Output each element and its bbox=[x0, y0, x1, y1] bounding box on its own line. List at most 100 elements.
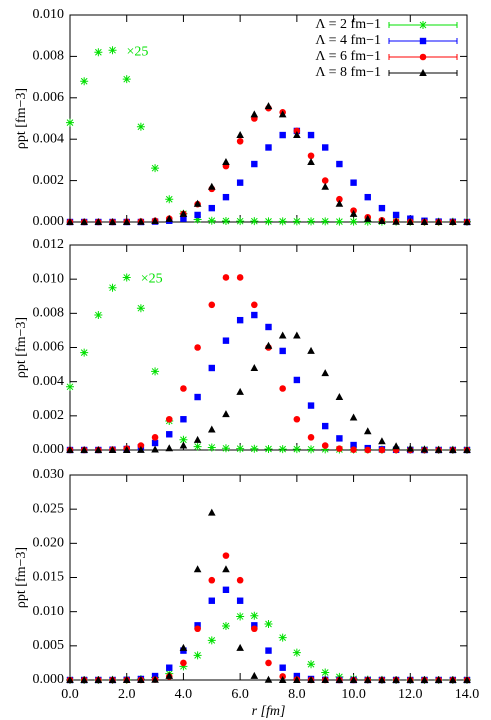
data-point bbox=[207, 636, 216, 645]
data-point bbox=[222, 565, 230, 573]
data-point bbox=[307, 152, 315, 160]
x-tick-label: 12.0 bbox=[398, 687, 423, 702]
data-point bbox=[166, 431, 173, 438]
data-point bbox=[406, 444, 415, 452]
data-point bbox=[136, 122, 145, 131]
data-point bbox=[207, 508, 216, 516]
data-point bbox=[179, 643, 188, 651]
data-point bbox=[236, 576, 244, 584]
y-tick-label: 0.006 bbox=[33, 90, 65, 105]
data-point bbox=[122, 273, 131, 282]
data-point bbox=[264, 102, 273, 110]
data-point bbox=[250, 217, 259, 226]
data-point bbox=[349, 676, 358, 683]
data-point bbox=[278, 676, 287, 683]
data-point bbox=[207, 182, 216, 190]
data-point bbox=[278, 445, 287, 454]
data-point bbox=[378, 204, 386, 212]
data-point bbox=[378, 216, 386, 224]
data-point bbox=[292, 648, 301, 657]
data-point bbox=[221, 216, 230, 225]
x-tick-label: 14.0 bbox=[455, 687, 480, 702]
data-point bbox=[264, 619, 273, 628]
data-point bbox=[151, 434, 159, 441]
data-point bbox=[66, 446, 74, 453]
data-point bbox=[108, 446, 117, 453]
y-axis-label: ρpt [fm−3] bbox=[14, 88, 29, 149]
legend-marker bbox=[419, 53, 427, 61]
data-point bbox=[250, 110, 259, 118]
data-point bbox=[279, 385, 286, 392]
data-point bbox=[335, 217, 344, 226]
data-point bbox=[236, 597, 244, 604]
y-tick-label: 0.030 bbox=[33, 467, 65, 482]
data-point bbox=[264, 341, 273, 349]
data-point bbox=[349, 413, 358, 421]
data-point bbox=[207, 216, 216, 225]
data-point bbox=[236, 179, 244, 186]
data-point bbox=[420, 218, 429, 225]
data-point bbox=[392, 211, 400, 219]
data-point bbox=[293, 127, 301, 135]
data-point bbox=[251, 311, 258, 319]
data-point bbox=[108, 218, 117, 225]
data-point bbox=[151, 439, 159, 447]
data-point bbox=[236, 643, 244, 651]
data-point bbox=[151, 216, 159, 224]
data-point bbox=[236, 131, 244, 139]
data-point bbox=[264, 675, 273, 683]
x-tick-label: 2.0 bbox=[118, 687, 136, 702]
legend-label: Λ = 8 fm−1 bbox=[315, 65, 381, 80]
data-point bbox=[208, 364, 215, 372]
legend-label: Λ = 4 fm−1 bbox=[315, 33, 381, 48]
data-point bbox=[94, 218, 103, 225]
data-point bbox=[265, 647, 272, 654]
data-point bbox=[322, 422, 329, 430]
data-point bbox=[336, 435, 343, 442]
data-point bbox=[350, 446, 357, 453]
data-point bbox=[250, 444, 259, 453]
data-point bbox=[208, 597, 215, 604]
y-axis-label: ρpt [fm−3] bbox=[14, 547, 29, 608]
y-axis-label: ρpt [fm−3] bbox=[14, 317, 29, 378]
data-point bbox=[108, 46, 117, 55]
y-tick-label: 0.008 bbox=[33, 306, 65, 321]
data-point bbox=[463, 676, 471, 683]
data-point bbox=[392, 217, 400, 225]
data-point bbox=[208, 576, 216, 584]
data-point bbox=[165, 214, 174, 222]
data-point bbox=[108, 676, 117, 683]
data-point bbox=[193, 442, 202, 451]
y-tick-label: 0.020 bbox=[33, 536, 65, 551]
data-point bbox=[180, 385, 187, 392]
data-point bbox=[151, 445, 159, 453]
y-tick-label: 0.010 bbox=[33, 7, 65, 22]
data-point bbox=[122, 676, 131, 683]
data-point bbox=[80, 77, 89, 86]
data-point bbox=[307, 434, 315, 441]
data-point bbox=[449, 218, 457, 225]
data-point bbox=[307, 346, 315, 354]
data-point bbox=[420, 676, 429, 683]
data-point bbox=[307, 131, 315, 139]
data-point bbox=[321, 369, 330, 377]
data-point bbox=[279, 131, 286, 139]
data-point bbox=[378, 437, 386, 445]
data-point bbox=[378, 446, 386, 454]
data-point bbox=[335, 393, 344, 401]
data-point bbox=[364, 193, 371, 201]
data-point bbox=[251, 622, 258, 629]
data-point bbox=[222, 193, 230, 201]
data-point bbox=[336, 195, 343, 203]
y-tick-label: 0.000 bbox=[33, 442, 65, 457]
data-point bbox=[236, 612, 245, 621]
data-point bbox=[292, 217, 301, 226]
data-point bbox=[66, 382, 74, 391]
data-point bbox=[250, 611, 259, 620]
annotation: ×25 bbox=[127, 44, 149, 59]
x-axis-label: r [fm] bbox=[252, 704, 286, 719]
data-point bbox=[222, 552, 230, 559]
data-point bbox=[378, 676, 386, 683]
x-tick-label: 0.0 bbox=[61, 687, 79, 702]
